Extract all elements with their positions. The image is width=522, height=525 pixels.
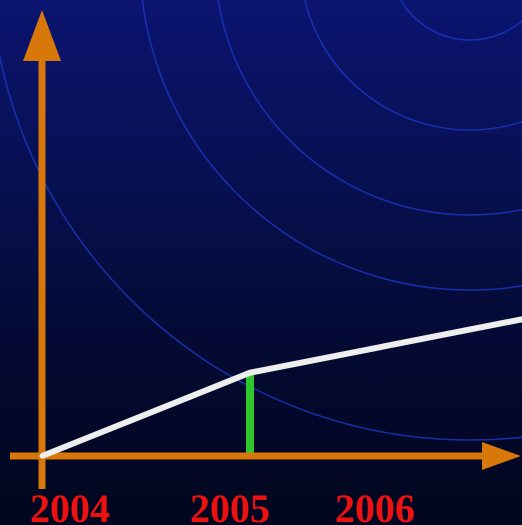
x-tick-label: 2004 (30, 486, 110, 525)
background-arc (141, 0, 522, 291)
background-arc (399, 0, 522, 41)
x-tick-label: 2005 (190, 486, 270, 525)
background-arc (0, 52, 522, 441)
background-arcs (0, 0, 522, 441)
background-arc (304, 0, 522, 131)
data-point (39, 453, 45, 459)
y-axis-arrowhead (23, 10, 61, 61)
x-axis-arrowhead (482, 442, 521, 470)
data-point (247, 370, 253, 376)
x-tick-labels: 2004 2005 2006 (30, 486, 415, 525)
line-series (40, 316, 522, 459)
line-points (39, 370, 253, 459)
x-tick-label: 2006 (335, 486, 415, 525)
background-arc (217, 0, 522, 216)
bar-series (246, 372, 254, 456)
